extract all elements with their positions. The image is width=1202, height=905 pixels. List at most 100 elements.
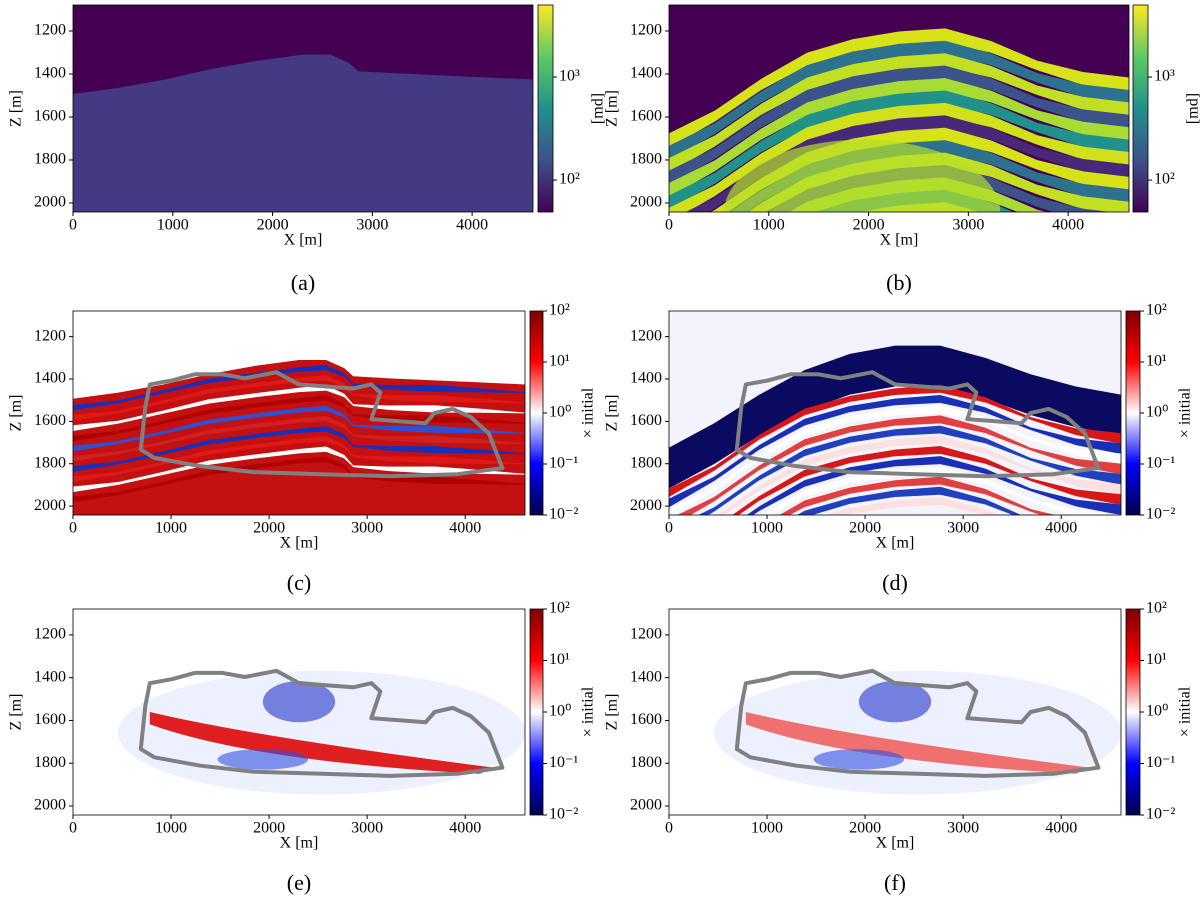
colorbar-tick-label: 10³ (1154, 68, 1175, 85)
y-tick-label: 1400 (630, 65, 662, 82)
colorbar (529, 608, 544, 816)
colorbar-tick-label: 10⁰ (549, 404, 571, 421)
heatmap-image (669, 5, 1129, 212)
panel-caption: (d) (882, 570, 908, 595)
heatmap-image (669, 311, 1121, 515)
y-tick-label: 1200 (34, 626, 66, 643)
heatmap-image (73, 609, 525, 815)
x-tick-label: 3000 (351, 820, 383, 837)
x-tick-label: 1000 (155, 520, 187, 537)
y-axis-label: Z [m] (604, 90, 621, 127)
plot-frame (668, 310, 1122, 516)
colorbar-tick-label: 10⁻¹ (549, 455, 578, 472)
y-axis-label: Z [m] (8, 395, 25, 432)
colorbar-tick-label: 10² (1146, 600, 1167, 617)
colorbar-tick-label: 10⁻¹ (549, 754, 578, 771)
x-tick-label: 2000 (257, 217, 289, 234)
x-tick-label: 2000 (253, 820, 285, 837)
x-tick-label: 3000 (356, 217, 388, 234)
colorbar-tick-label: 10⁻¹ (1146, 754, 1175, 771)
y-axis-label: Z [m] (604, 694, 621, 731)
y-tick-label: 1800 (34, 754, 66, 771)
y-axis-label: Z [m] (8, 694, 25, 731)
x-tick-label: 4000 (449, 820, 481, 837)
x-axis-label: X [m] (880, 232, 919, 249)
y-tick-label: 1600 (630, 711, 662, 728)
y-tick-label: 1400 (630, 370, 662, 387)
y-tick-label: 2000 (34, 194, 66, 211)
x-axis-label: X [m] (876, 535, 915, 552)
y-tick-label: 1200 (34, 22, 66, 39)
y-tick-label: 1800 (34, 151, 66, 168)
heatmap-image (73, 5, 533, 212)
y-tick-label: 1200 (630, 626, 662, 643)
x-tick-label: 3000 (947, 820, 979, 837)
y-axis-label: Z [m] (604, 395, 621, 432)
colorbar-tick-label: 10⁻² (549, 806, 578, 823)
colorbar (1125, 310, 1141, 516)
x-tick-label: 1000 (751, 520, 783, 537)
colorbar (1125, 608, 1141, 816)
y-tick-label: 2000 (630, 797, 662, 814)
colorbar (529, 310, 544, 516)
x-tick-label: 3000 (952, 217, 984, 234)
colorbar-tick-label: 10³ (559, 68, 580, 85)
x-tick-label: 0 (665, 217, 673, 234)
plot-frame (668, 4, 1130, 213)
colorbar-label: [md] (1185, 93, 1202, 124)
colorbar-tick-label: 10⁰ (549, 703, 571, 720)
y-tick-label: 1200 (34, 327, 66, 344)
x-tick-label: 4000 (456, 217, 488, 234)
x-axis-label: X [m] (280, 535, 319, 552)
y-tick-label: 1600 (34, 108, 66, 125)
x-tick-label: 4000 (1045, 520, 1077, 537)
plume-outline (734, 370, 1101, 479)
y-tick-label: 2000 (630, 497, 662, 514)
y-tick-label: 1800 (630, 454, 662, 471)
y-tick-label: 1200 (630, 22, 662, 39)
x-axis-label: X [m] (876, 835, 915, 852)
x-tick-label: 1000 (751, 820, 783, 837)
y-axis-label: Z [m] (8, 90, 25, 127)
x-tick-label: 4000 (1045, 820, 1077, 837)
panel-caption: (e) (287, 870, 311, 895)
colorbar-label: × initial (580, 686, 597, 737)
colorbar-tick-label: 10⁻¹ (1146, 455, 1175, 472)
colorbar-tick-label: 10¹ (1146, 651, 1167, 668)
panel-caption: (b) (886, 270, 912, 295)
x-tick-label: 0 (665, 520, 673, 537)
plot-frame (668, 608, 1122, 816)
x-tick-label: 1000 (155, 820, 187, 837)
plot-frame (72, 4, 534, 213)
plume-outline (734, 668, 1101, 778)
plot-frame (72, 310, 526, 516)
y-tick-label: 1800 (34, 454, 66, 471)
y-tick-label: 2000 (630, 194, 662, 211)
x-tick-label: 0 (665, 820, 673, 837)
colorbar-tick-label: 10⁰ (1146, 703, 1168, 720)
colorbar-tick-label: 10² (549, 600, 570, 617)
x-tick-label: 0 (69, 520, 77, 537)
y-tick-label: 2000 (34, 497, 66, 514)
colorbar-tick-label: 10⁻² (1146, 806, 1175, 823)
y-tick-label: 1800 (630, 754, 662, 771)
panel-caption: (a) (291, 270, 315, 295)
x-tick-label: 4000 (1052, 217, 1084, 234)
panel-caption: (c) (287, 570, 311, 595)
colorbar-label: [md] (590, 93, 607, 124)
colorbar-tick-label: 10¹ (549, 651, 570, 668)
colorbar-label: × initial (1177, 686, 1194, 737)
plot-frame (72, 608, 526, 816)
colorbar (537, 4, 554, 213)
y-tick-label: 1200 (630, 327, 662, 344)
colorbar-tick-label: 10² (549, 302, 570, 319)
colorbar-label: × initial (580, 387, 597, 438)
x-tick-label: 0 (69, 217, 77, 234)
heatmap-image (669, 609, 1121, 815)
